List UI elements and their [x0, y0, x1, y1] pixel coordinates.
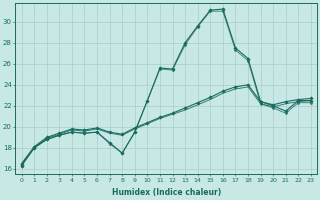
X-axis label: Humidex (Indice chaleur): Humidex (Indice chaleur)	[112, 188, 221, 197]
